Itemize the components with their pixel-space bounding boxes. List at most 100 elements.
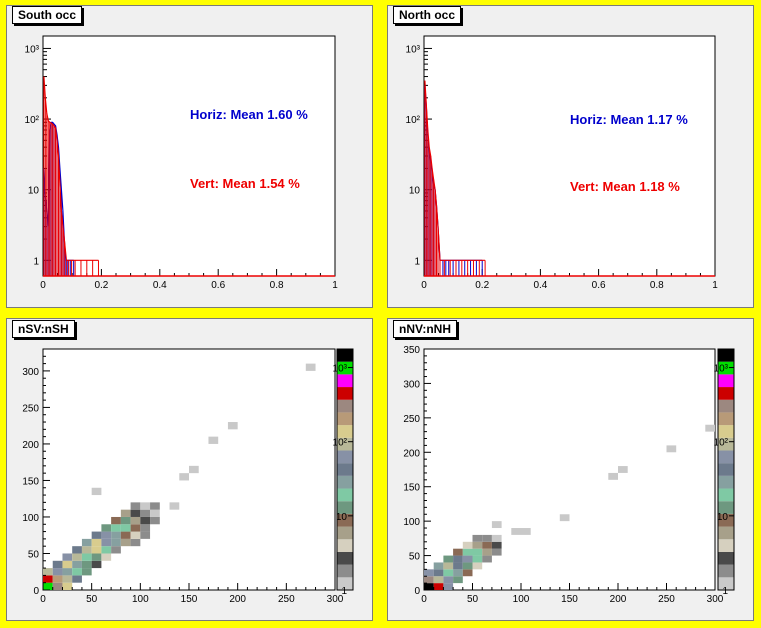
heatmap-cell: [443, 576, 454, 584]
colorbar-swatch: [718, 539, 734, 552]
x-tick-label: 0.6: [211, 280, 225, 291]
nsv-nsh-title: nSV:nSH: [12, 320, 75, 338]
colorbar-swatch: [337, 425, 353, 438]
colorbar-swatch: [337, 501, 353, 514]
heatmap-cell: [521, 528, 531, 535]
histogram-series-outline: [43, 76, 99, 261]
heatmap-cell: [150, 502, 160, 510]
x-tick-label: 0.2: [475, 280, 489, 291]
heatmap-cell: [130, 516, 141, 525]
heatmap-cell: [443, 555, 454, 563]
colorbar-swatch: [337, 488, 353, 502]
y-tick-label: 10³: [406, 44, 421, 55]
heatmap-cell: [120, 509, 131, 517]
heatmap-cell: [81, 538, 92, 547]
heatmap-cell: [91, 546, 102, 554]
heatmap-cell: [472, 534, 483, 542]
heatmap-cell: [453, 555, 463, 563]
x-tick-label: 0.4: [153, 280, 167, 291]
colorbar-swatch: [718, 513, 734, 527]
heatmap-cell: [462, 569, 473, 577]
x-tick-label: 0.6: [592, 280, 606, 291]
x-tick-label: 300: [327, 594, 344, 605]
x-tick-label: 100: [513, 594, 530, 605]
y-tick-label: 10: [409, 186, 421, 197]
y-tick-label: 350: [403, 345, 420, 356]
mean-annotation: Vert: Mean 1.18 %: [570, 179, 680, 194]
heatmap-cell: [482, 548, 492, 556]
heatmap-cell: [169, 502, 180, 510]
colorbar-frame: [336, 348, 354, 591]
heatmap-cell: [472, 541, 483, 549]
heatmap-cell: [666, 445, 677, 453]
heatmap-cell: [705, 424, 715, 432]
colorbar-swatch: [718, 374, 734, 388]
heatmap-cell: [608, 472, 618, 480]
heatmap-cell: [81, 560, 92, 569]
colorbar-swatch: [718, 475, 734, 489]
heatmap-cell: [62, 553, 73, 561]
x-tick-label: 0.8: [650, 280, 664, 291]
heatmap-cell: [91, 538, 102, 547]
colorbar-tick-label: 10²: [714, 438, 729, 449]
colorbar-swatch: [337, 399, 353, 413]
heatmap-cell: [482, 555, 492, 563]
colorbar-swatch: [718, 387, 734, 400]
y-tick-label: 100: [403, 517, 420, 528]
heatmap-cell: [424, 576, 434, 584]
heatmap-cell: [462, 555, 473, 563]
heatmap-cell: [62, 582, 73, 590]
heatmap-cell: [52, 568, 63, 576]
colorbar-swatch: [718, 349, 734, 362]
mean-annotation: Horiz: Mean 1.17 %: [570, 112, 688, 127]
heatmap-cell: [433, 576, 444, 584]
x-tick-label: 0.8: [270, 280, 284, 291]
x-tick-label: 300: [707, 594, 724, 605]
heatmap-cell: [81, 546, 92, 554]
plot-area: [42, 35, 336, 277]
heatmap-cell: [120, 538, 131, 547]
heatmap-cell: [72, 553, 82, 561]
heatmap-cell: [91, 531, 102, 539]
heatmap-cell: [101, 553, 112, 561]
y-tick-label: 250: [22, 403, 39, 414]
x-tick-label: 0: [421, 280, 427, 291]
x-tick-label: 0: [40, 280, 46, 291]
y-tick-label: 200: [403, 448, 420, 459]
heatmap-cell: [101, 524, 112, 532]
heatmap-cell: [462, 548, 473, 556]
heatmap-cell: [472, 555, 483, 563]
y-tick-label: 10³: [25, 44, 40, 55]
heatmap-cell: [43, 575, 53, 583]
colorbar-swatch: [337, 526, 353, 540]
south-occ-title: South occ: [12, 6, 83, 24]
colorbar-swatch: [718, 425, 734, 438]
heatmap-cell: [140, 502, 151, 510]
heatmap-cell: [111, 538, 121, 547]
heatmap-cell: [52, 560, 63, 569]
colorbar-tick-label: 10²: [333, 438, 348, 449]
x-tick-label: 0.4: [533, 280, 547, 291]
colorbar-swatch: [718, 361, 734, 375]
y-tick-label: 50: [28, 549, 40, 560]
colorbar-swatch: [718, 437, 734, 451]
heatmap-cell: [72, 546, 82, 554]
y-tick-label: 250: [403, 414, 420, 425]
colorbar-tick-label: 10³: [714, 364, 729, 375]
colorbar-swatch: [337, 463, 353, 476]
heatmap-cell: [111, 546, 121, 554]
y-tick-label: 0: [33, 586, 39, 597]
heatmap-cell: [91, 560, 102, 569]
heatmap-cell: [618, 466, 628, 473]
x-tick-label: 150: [181, 594, 198, 605]
heatmap-cell: [140, 516, 151, 525]
heatmap-cell: [91, 487, 102, 496]
colorbar-swatch: [718, 450, 734, 464]
colorbar-tick-label: 10: [717, 512, 729, 523]
heatmap-cell: [433, 583, 444, 590]
y-tick-label: 200: [22, 440, 39, 451]
heatmap-cell: [140, 524, 151, 532]
x-tick-label: 200: [610, 594, 627, 605]
heatmap-cell: [130, 509, 141, 517]
plot-area: [423, 35, 716, 277]
